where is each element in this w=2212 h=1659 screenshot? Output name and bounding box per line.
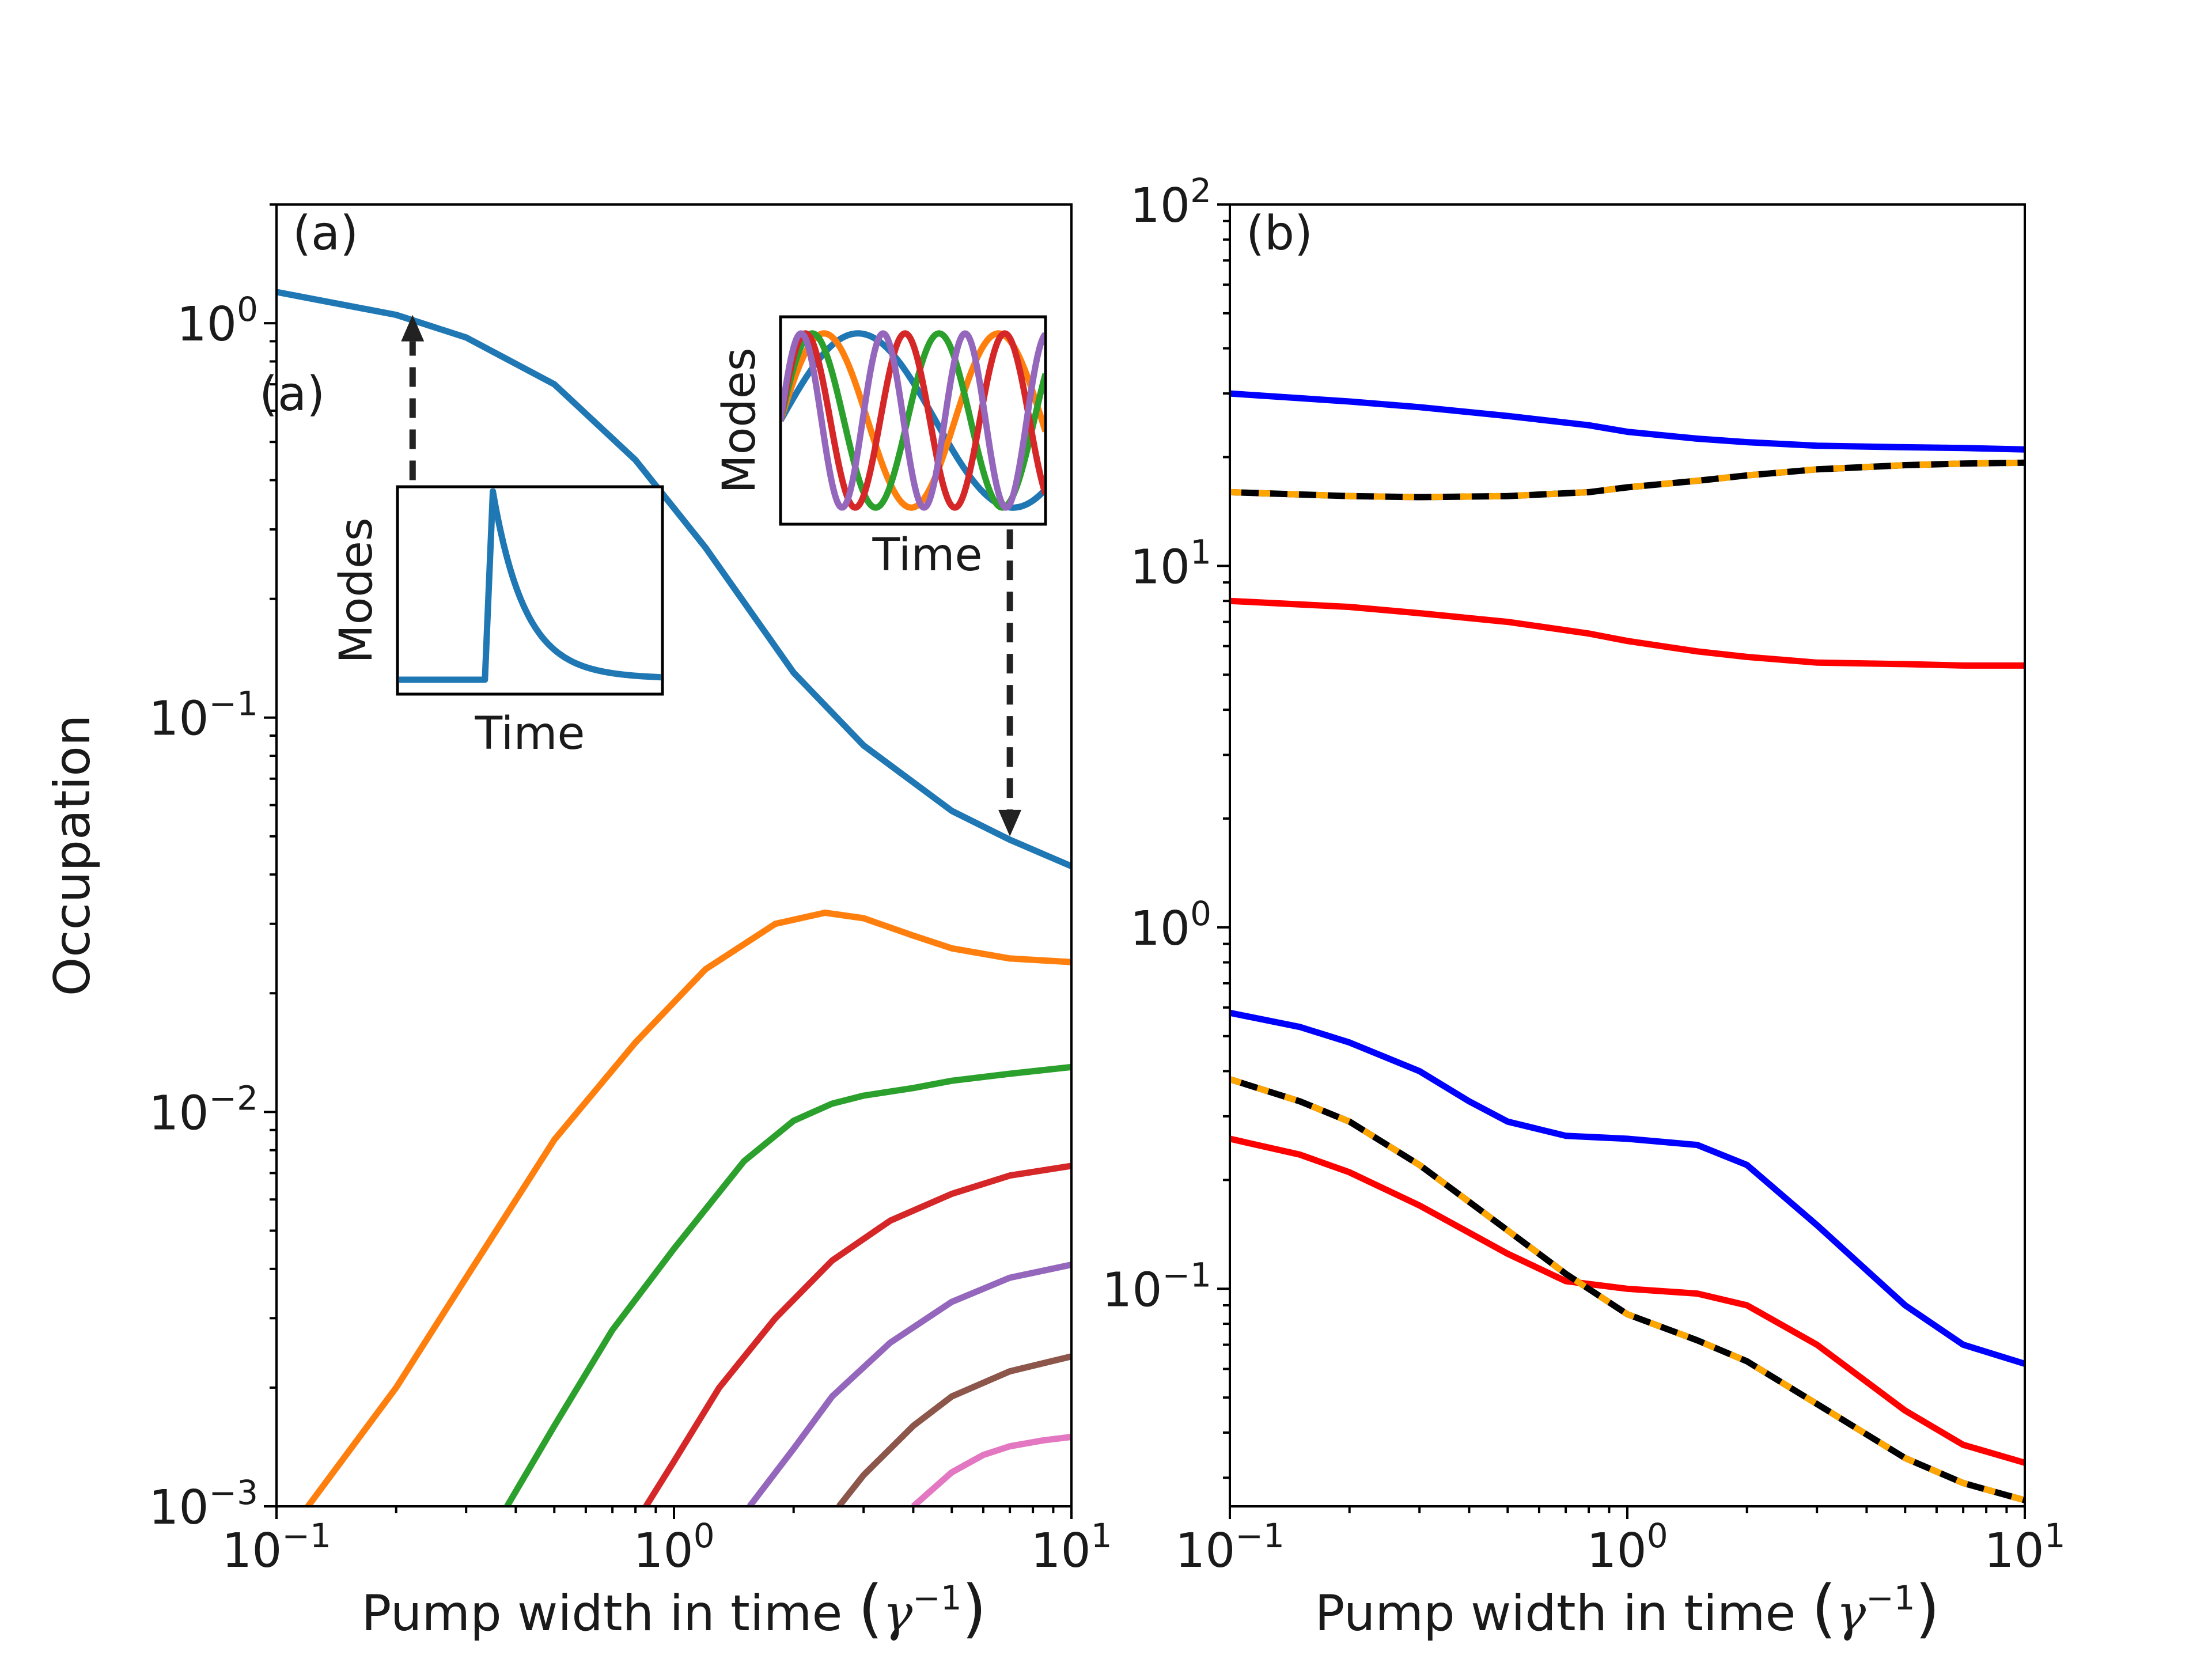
inset-frame (396, 485, 664, 696)
y-tick-label: 10−1 (149, 684, 258, 747)
inset-y-label: Modes (331, 517, 382, 663)
panel-label: (b) (1246, 206, 1313, 261)
panel-label: (a) (293, 206, 358, 261)
inset-mode-curve-4 (782, 330, 1044, 511)
x-axis-label: Pump width in time (γ−1) (1315, 1571, 1940, 1645)
x-tick-label: 101 (1984, 1516, 2065, 1578)
x-tick-label: 10−1 (1175, 1516, 1285, 1578)
y-tick-label: 101 (1130, 532, 1211, 594)
series-group (276, 289, 1071, 1506)
series-line-7 (911, 1433, 1071, 1506)
y-tick-label: 102 (1130, 171, 1211, 233)
y-tick-label: 100 (177, 290, 258, 352)
x-tick-label: 100 (1586, 1516, 1668, 1578)
panel-b: 10−1 100 101 10−1 100 101 102 Pump width in tim… (1102, 171, 2065, 1645)
y-axis-label: Occupation (44, 715, 101, 997)
series-line-1 (276, 289, 1071, 869)
y-tick-label: 10−1 (1102, 1255, 1211, 1317)
series-line-4 (1230, 1009, 2025, 1367)
series-line-1 (1230, 390, 2025, 453)
series-line-3-dash (1230, 459, 2025, 501)
y-tick-label: 100 (1130, 894, 1211, 956)
series-line-6 (836, 1353, 1071, 1506)
inset-pulse-curve (399, 488, 661, 683)
inset-x-label: Time (475, 708, 585, 760)
series-line-5 (1230, 1135, 2025, 1466)
inset-2: Time Modes (714, 315, 1047, 581)
panel-label-duplicate: (a) (259, 367, 325, 422)
series-group (1230, 390, 2025, 1503)
inset-mode-curve-5 (782, 330, 1044, 511)
inset-x-label: Time (872, 529, 983, 581)
annotation-arrowhead-2 (998, 809, 1022, 836)
x-tick-label: 10−1 (222, 1516, 331, 1578)
inset-1: Time Modes (331, 485, 664, 760)
inset-y-label: Modes (714, 347, 766, 493)
y-tick-label: 10−2 (149, 1078, 258, 1141)
x-axis-label: Pump width in time (γ−1) (361, 1571, 986, 1645)
annotation-arrowhead-1 (401, 315, 425, 342)
series-line-3 (504, 1063, 1071, 1506)
x-tick-label: 100 (633, 1516, 714, 1578)
series-line-6-dash (1230, 1076, 2025, 1503)
series-line-5 (747, 1262, 1071, 1506)
series-line-2 (1230, 597, 2025, 669)
series-line-2 (304, 910, 1071, 1506)
x-tick-label: 101 (1031, 1516, 1112, 1578)
series-line-4 (643, 1162, 1071, 1506)
y-tick-label: 10−3 (149, 1473, 258, 1535)
